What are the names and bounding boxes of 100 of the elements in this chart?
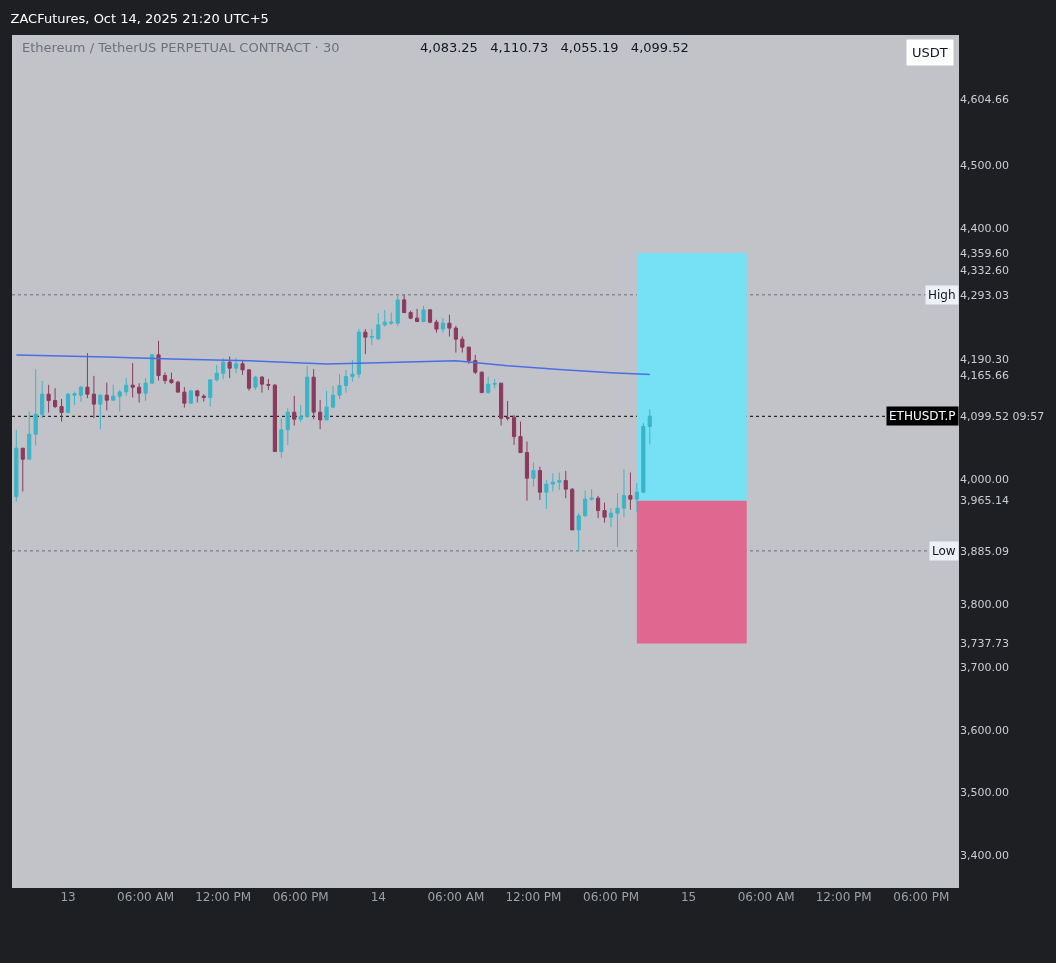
- candlestick: [460, 336, 465, 354]
- y-tick-label: 3,700.00: [960, 660, 1009, 674]
- x-tick-label: 13: [60, 890, 76, 904]
- candlestick: [272, 383, 277, 453]
- candlestick: [634, 482, 639, 513]
- candlestick: [117, 389, 122, 413]
- y-tick-label: 4,165.66: [960, 368, 1009, 382]
- candlestick: [615, 492, 620, 548]
- x-tick-label: 12:00 PM: [505, 890, 562, 904]
- candlestick: [46, 384, 51, 414]
- candlestick: [356, 328, 361, 379]
- candlestick: [324, 390, 329, 421]
- x-tick-label: 12:00 PM: [195, 890, 252, 904]
- x-tick-label: 06:00 AM: [117, 890, 175, 904]
- candlestick: [169, 372, 174, 385]
- candlestick: [240, 359, 245, 376]
- candlestick: [505, 400, 510, 422]
- x-tick-label: 15: [680, 890, 697, 904]
- candlestick: [137, 382, 142, 404]
- candlestick: [156, 340, 161, 382]
- candlestick: [298, 404, 303, 423]
- candlestick: [201, 393, 206, 403]
- ref-line-label: High: [928, 288, 956, 302]
- candlestick: [363, 328, 368, 355]
- candlestick: [227, 356, 232, 379]
- y-tick-label: 4,000.00: [960, 472, 1009, 486]
- candlestick: [27, 411, 32, 460]
- line-series: [15, 354, 651, 376]
- annotation: Ethereum / TetherUS PERPETUAL CONTRACT · 30: [22, 40, 340, 55]
- x-tick-label: 06:00 PM: [893, 890, 950, 904]
- candlestick: [589, 488, 594, 502]
- y-tick-label: 4,500.00: [960, 158, 1009, 172]
- candlestick: [59, 398, 64, 423]
- candlestick: [337, 373, 342, 400]
- candlestick: [85, 352, 90, 399]
- candlestick: [544, 479, 549, 510]
- y-tick-label: 3,800.00: [960, 598, 1009, 612]
- ref-line-label: ETHUSDT.P: [889, 409, 956, 423]
- candlestick: [382, 309, 387, 328]
- candlestick: [253, 375, 258, 391]
- y-tick-label: 3,965.14: [960, 494, 1009, 508]
- candlestick: [596, 495, 601, 519]
- x-tick-label: 06:00 PM: [583, 890, 640, 904]
- candlestick: [557, 472, 562, 491]
- candlestick: [350, 359, 355, 383]
- candlestick: [266, 378, 271, 391]
- candlestick: [72, 391, 77, 406]
- candlestick: [14, 429, 19, 503]
- y-tick-label: 3,500.00: [960, 786, 1009, 800]
- candlestick: [628, 472, 633, 511]
- y-tick-label: 3,600.00: [960, 723, 1009, 737]
- candlestick: [292, 395, 297, 427]
- candlestick: [221, 357, 226, 380]
- candlestick: [175, 380, 180, 393]
- y-tick-label: 3,400.00: [960, 849, 1009, 863]
- candlestick: [486, 376, 491, 395]
- candlestick: [195, 389, 200, 404]
- candlestick: [162, 372, 168, 385]
- candlestick: [279, 417, 284, 459]
- candlestick: [641, 422, 646, 494]
- annotation: 4,083.25 4,110.73 4,055.19 4,099.52: [420, 40, 689, 55]
- candlestick: [234, 357, 239, 374]
- candlestick: [143, 377, 148, 402]
- candlestick: [531, 462, 536, 488]
- candlestick: [104, 382, 109, 412]
- candlestick: [208, 379, 213, 408]
- candlestick: [124, 377, 129, 397]
- candlestick: [563, 470, 568, 499]
- chart-title: ZACFutures, Oct 14, 2025 21:20 UTC+5: [10, 10, 269, 26]
- candlestick: [376, 312, 381, 341]
- x-tick-label: 12:00 PM: [815, 890, 872, 904]
- y-tick-label: 4,359.60: [960, 246, 1009, 260]
- x-tick-label: 06:00 AM: [427, 890, 485, 904]
- candlestick: [149, 353, 155, 384]
- candlestick: [583, 490, 588, 518]
- candlestick: [182, 386, 187, 409]
- candlestick: [188, 389, 193, 404]
- ref-line-label: Low: [932, 544, 956, 558]
- candlestick: [440, 317, 446, 334]
- candlestick: [111, 384, 116, 401]
- candlestick: [511, 414, 517, 446]
- candlestick: [78, 385, 84, 403]
- candlestick: [570, 487, 575, 531]
- candlestick: [65, 392, 71, 414]
- annotation: USDT: [912, 45, 948, 60]
- candlestick: [33, 368, 38, 447]
- candlestick: [537, 466, 542, 501]
- y-tick-label: 4,293.03: [960, 288, 1009, 302]
- candlestick: [647, 408, 652, 445]
- x-tick-label: 14: [370, 890, 386, 904]
- candlestick: [492, 378, 497, 389]
- candlestick: [343, 369, 349, 394]
- candlestick: [434, 319, 439, 334]
- candlestick: [246, 368, 252, 392]
- candlestick: [602, 502, 607, 524]
- candlestick: [389, 312, 394, 326]
- candlestick: [369, 328, 374, 346]
- x-tick-label: 06:00 AM: [737, 890, 795, 904]
- y-tick-label: 4,604.66: [960, 93, 1009, 107]
- candlestick: [402, 294, 407, 314]
